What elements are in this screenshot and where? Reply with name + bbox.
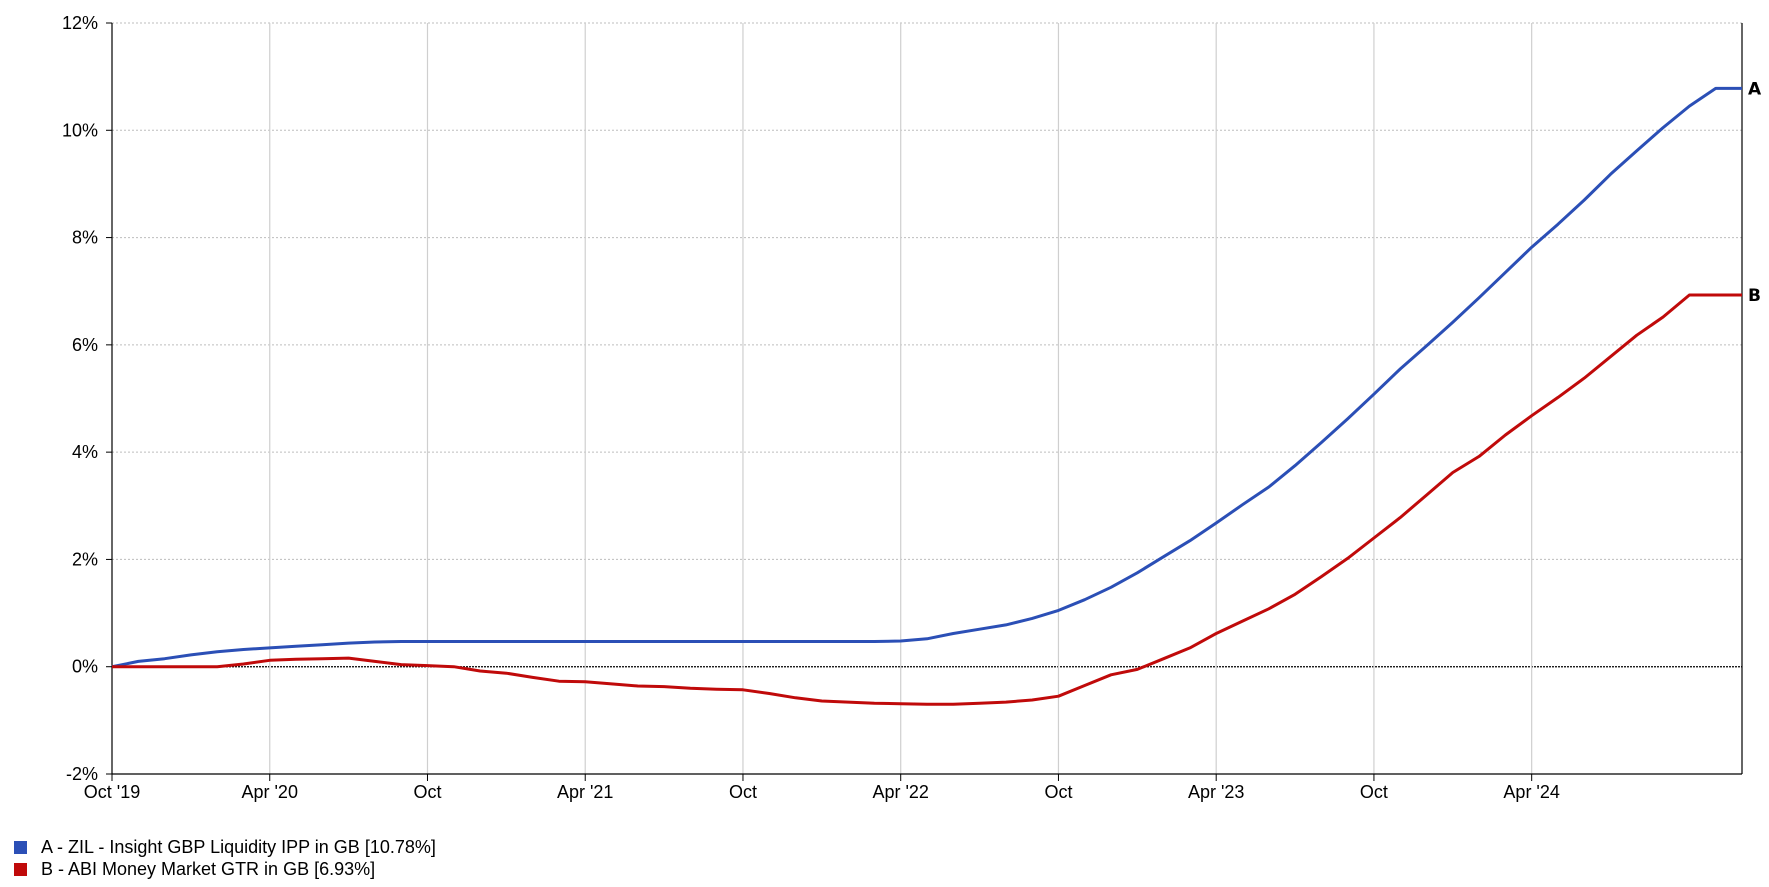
y-tick-label: 6% xyxy=(72,335,98,355)
series-line-a xyxy=(111,86,1742,669)
x-tick-label: Oct xyxy=(1360,782,1388,802)
x-tick-label: Apr '21 xyxy=(557,782,613,802)
series-lines xyxy=(111,86,1742,706)
x-tick-label: Oct xyxy=(413,782,441,802)
legend-swatch-b xyxy=(14,862,27,876)
y-tick-label: 4% xyxy=(72,442,98,462)
x-tick-label: Oct xyxy=(729,782,757,802)
y-tick-label: 8% xyxy=(72,228,98,248)
y-tick-label: -2% xyxy=(66,764,98,784)
y-tick-label: 10% xyxy=(62,120,98,140)
x-tick-labels: Oct '19 Apr '20 Oct Apr '21 Oct Apr '22 Oct Apr… xyxy=(84,782,1560,802)
legend-item-a[interactable]: A - ZIL - Insight GBP Liquidity IPP in G… xyxy=(14,836,436,858)
axes xyxy=(106,22,1743,781)
x-tick-label: Apr '23 xyxy=(1188,782,1244,802)
legend-label-b: B - ABI Money Market GTR in GB [6.93%] xyxy=(41,859,376,879)
series-line-b xyxy=(112,293,1742,706)
legend-label-a: A - ZIL - Insight GBP Liquidity IPP in G… xyxy=(41,837,436,857)
x-tick-label: Apr '24 xyxy=(1503,782,1559,802)
legend-item-b[interactable]: B - ABI Money Market GTR in GB [6.93%] xyxy=(14,858,436,880)
y-tick-label: 2% xyxy=(72,549,98,569)
legend: A - ZIL - Insight GBP Liquidity IPP in G… xyxy=(14,836,436,880)
series-end-labels: AB xyxy=(1748,79,1762,306)
x-tick-label: Apr '22 xyxy=(872,782,928,802)
end-label-a: A xyxy=(1748,79,1762,99)
x-tick-label: Apr '20 xyxy=(241,782,297,802)
x-tick-label: Oct '19 xyxy=(84,782,140,802)
y-tick-label: 0% xyxy=(72,657,98,677)
end-label-b: B xyxy=(1748,286,1761,306)
y-tick-label: 12% xyxy=(62,13,98,33)
x-tick-label: Oct xyxy=(1044,782,1072,802)
grid-lines xyxy=(112,22,1742,774)
legend-swatch-a xyxy=(14,840,27,854)
y-tick-labels: 12% 10% 8% 6% 4% 2% 0% -2% xyxy=(62,13,98,784)
